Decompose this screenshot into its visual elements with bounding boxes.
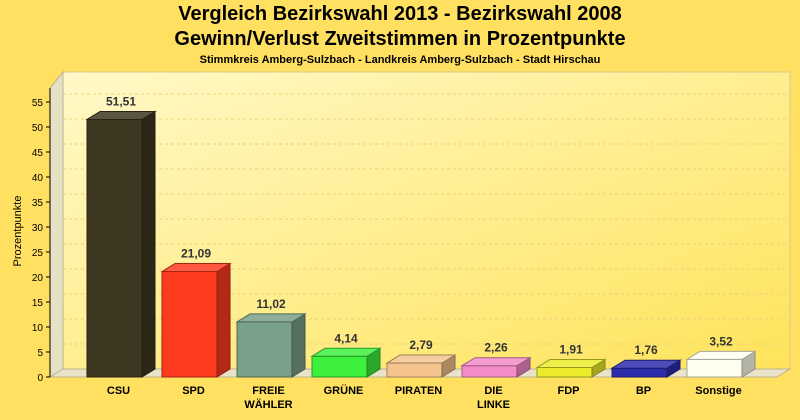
- data-label: 1,91: [559, 342, 583, 356]
- bar-top: [85, 110, 157, 120]
- x-tick-label: FREIE: [252, 385, 284, 397]
- data-label: 3,52: [709, 334, 733, 348]
- bar-csu: [86, 118, 143, 378]
- x-tick-label: SPD: [182, 385, 205, 397]
- y-tick-label: 55: [32, 98, 44, 109]
- bar-top: [460, 357, 532, 367]
- y-tick-label: 35: [32, 198, 44, 209]
- bar-top: [310, 347, 382, 357]
- y-tick-label: 15: [32, 298, 44, 309]
- y-tick-label: 30: [32, 223, 44, 234]
- data-label: 51,51: [106, 94, 136, 108]
- data-label: 11,02: [256, 297, 286, 311]
- data-label: 2,26: [484, 341, 508, 355]
- y-tick-label: 25: [32, 248, 44, 259]
- bar-side: [141, 110, 156, 378]
- bar-bp: [611, 367, 668, 378]
- x-tick-label: Sonstige: [695, 385, 741, 397]
- bar-top: [685, 350, 757, 360]
- bar-side: [291, 313, 306, 378]
- x-tick-label: GRÜNE: [324, 384, 364, 397]
- bar-top: [235, 313, 307, 323]
- x-tick-label: WÄHLER: [244, 398, 292, 411]
- y-tick-label: 20: [32, 273, 44, 284]
- data-label: 1,76: [634, 343, 658, 357]
- bar-fdp: [536, 366, 593, 378]
- bar-spd: [161, 271, 218, 378]
- bar-freie-wähler: [236, 321, 293, 378]
- bar-top: [160, 263, 232, 273]
- x-tick-label: FDP: [558, 385, 580, 397]
- y-tick-label: 5: [37, 348, 43, 359]
- bar-sonstige: [686, 358, 743, 378]
- chart-subtitle: Stimmkreis Amberg-Sulzbach - Landkreis A…: [199, 54, 601, 66]
- chart-title: Vergleich Bezirkswahl 2013 - Bezirkswahl…: [178, 3, 622, 25]
- chart-title-line-2: Gewinn/Verlust Zweitstimmen in Prozentpu…: [174, 28, 626, 50]
- bar-grüne: [311, 355, 368, 378]
- x-tick-label: DIE: [484, 385, 502, 397]
- y-tick-label: 10: [32, 323, 44, 334]
- y-tick-label: 50: [32, 123, 44, 134]
- data-label: 21,09: [181, 247, 211, 261]
- y-tick-label: 40: [32, 173, 44, 184]
- y-tick-label: 45: [32, 148, 44, 159]
- y-tick-label: 0: [37, 373, 43, 384]
- x-tick-label: LINKE: [477, 399, 510, 411]
- bar-top: [535, 358, 607, 368]
- plot-side-wall: [49, 70, 64, 378]
- bar-top: [610, 359, 682, 369]
- bar-piraten: [386, 362, 443, 378]
- bar-side: [216, 262, 231, 378]
- data-label: 2,79: [409, 338, 433, 352]
- bar-top: [385, 354, 457, 364]
- x-tick-label: CSU: [107, 385, 130, 397]
- bar-die-linke: [461, 365, 518, 378]
- x-tick-label: PIRATEN: [395, 385, 443, 397]
- x-tick-label: BP: [636, 385, 651, 397]
- data-label: 4,14: [334, 331, 358, 345]
